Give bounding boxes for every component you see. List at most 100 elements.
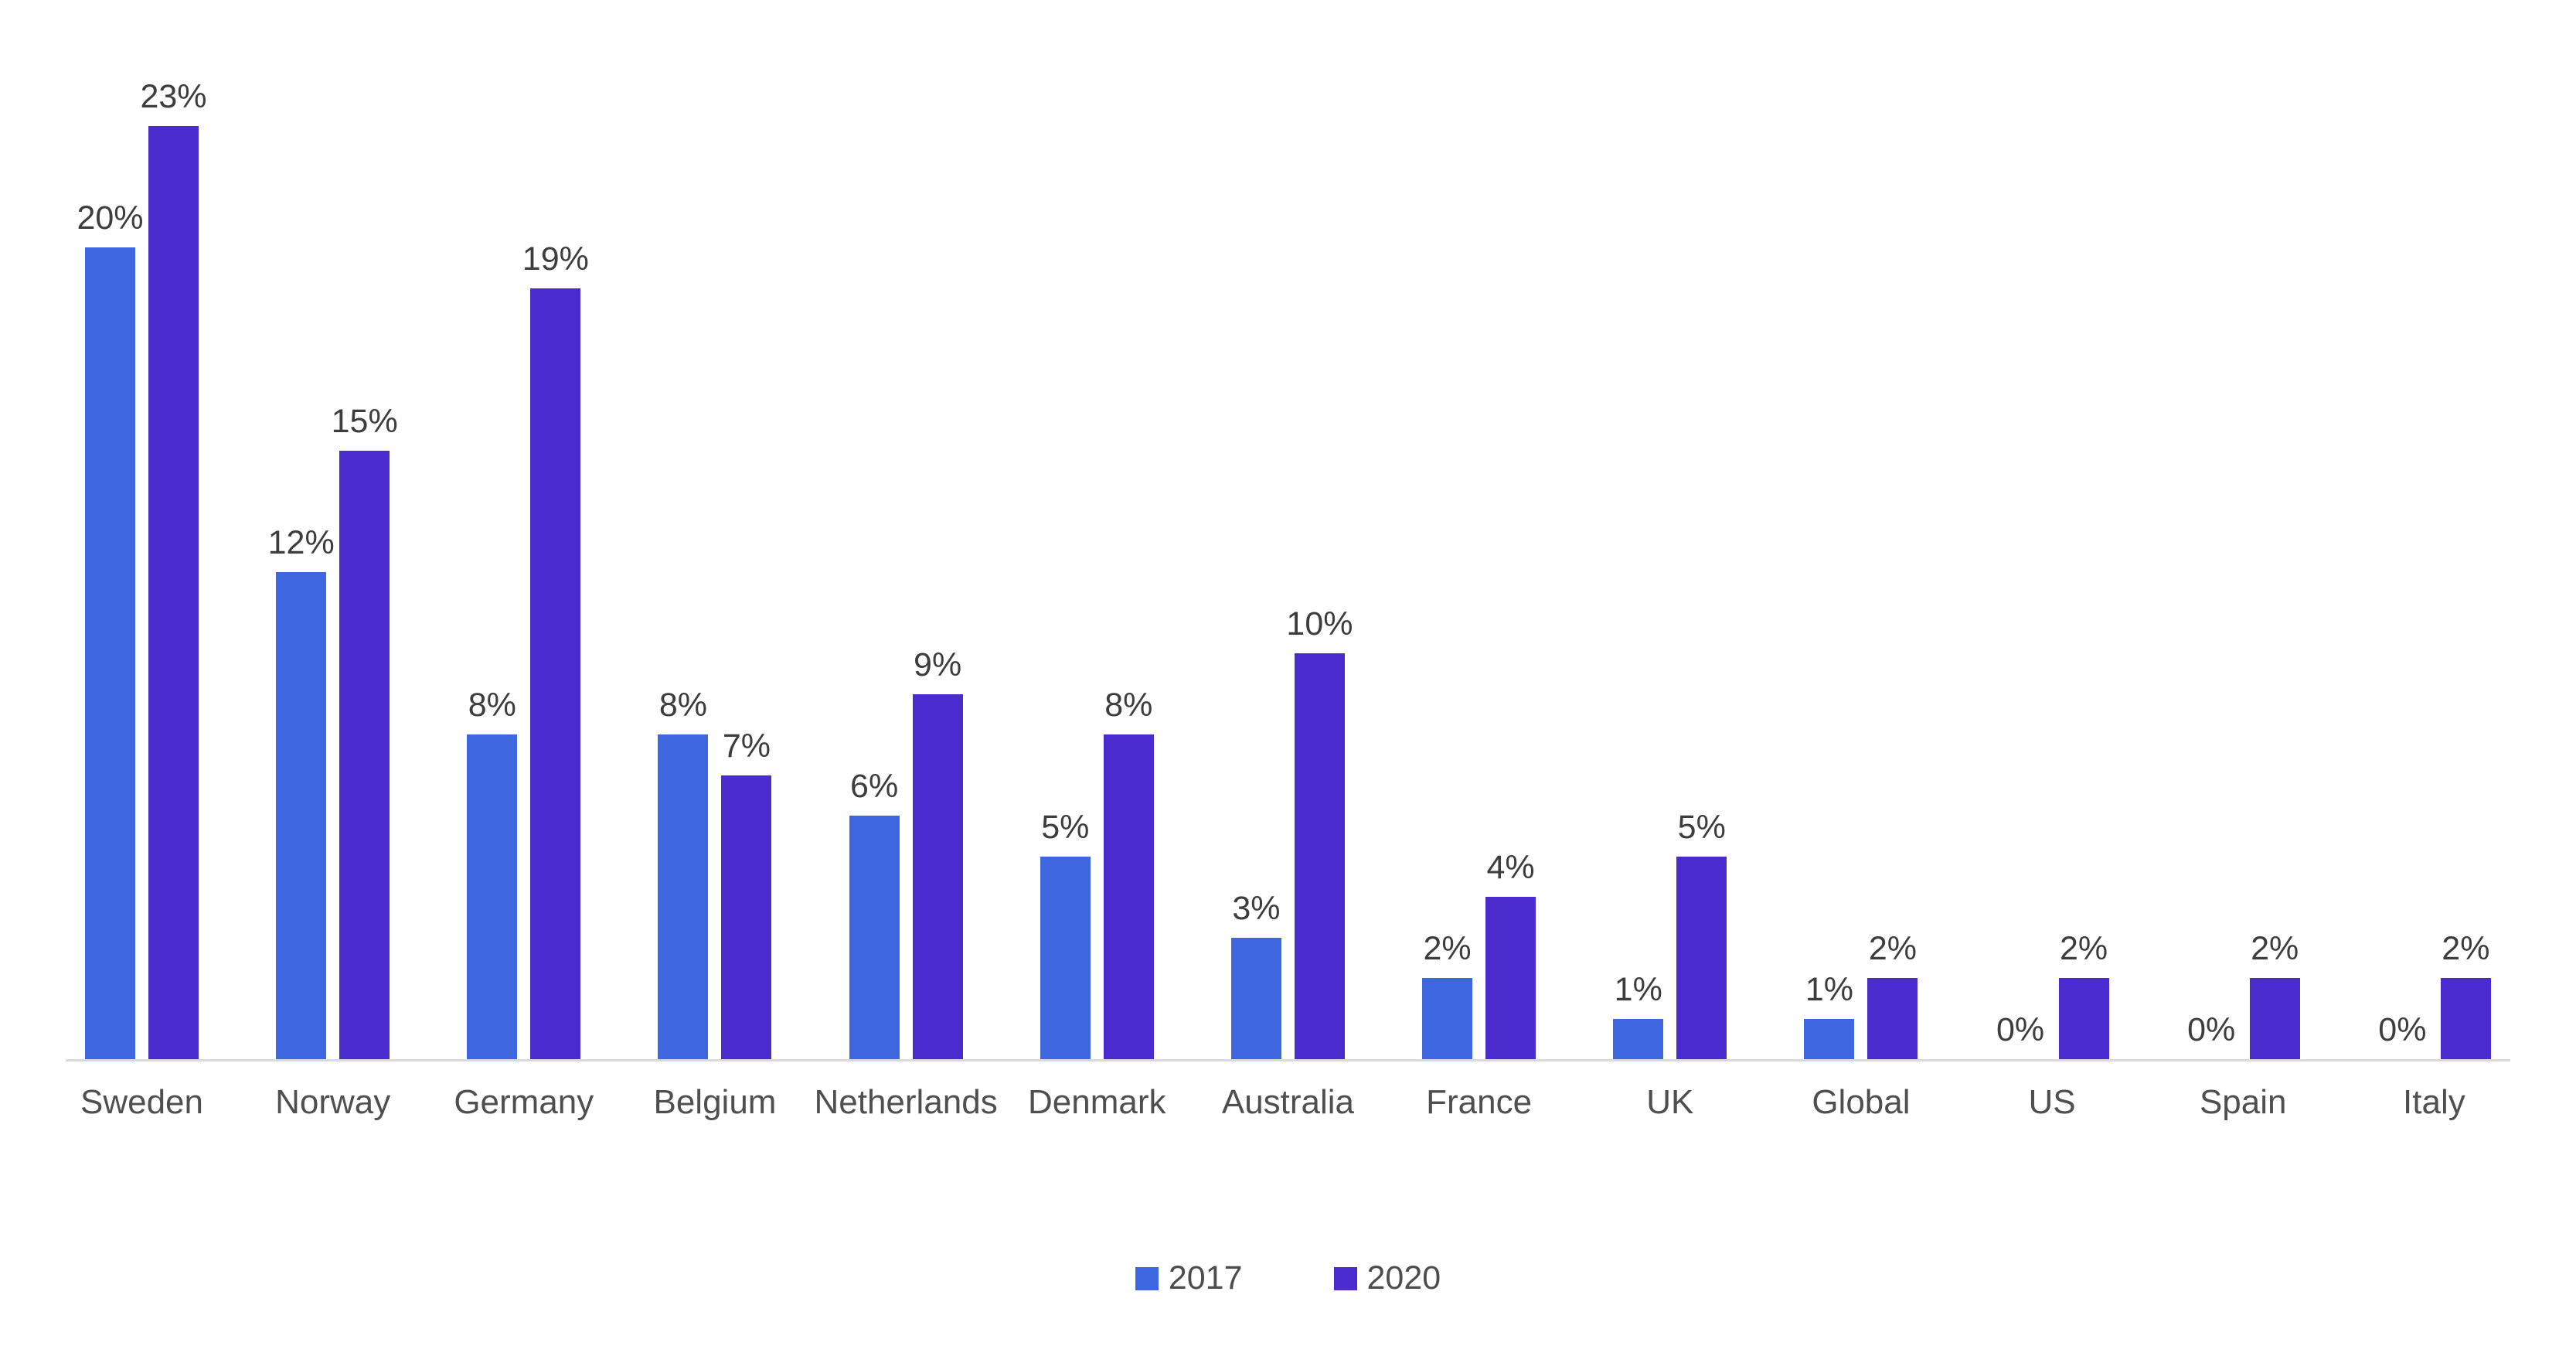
bar-2017 <box>1422 978 1473 1059</box>
legend-item-2017: 2017 <box>1135 1262 1243 1295</box>
bar-column-2017: 2% <box>1422 932 1473 1059</box>
value-label: 1% <box>1805 970 1853 1008</box>
bar-column-2020: 8% <box>1103 689 1154 1059</box>
category-label: Denmark <box>1028 1083 1166 1121</box>
bar-group: 0% 2% Italy <box>2377 932 2491 1121</box>
bar-2020 <box>1485 897 1536 1059</box>
bar-2020 <box>1676 856 1727 1059</box>
bar-column-2017: 8% <box>467 689 518 1059</box>
bar-column-2020: 15% <box>332 404 398 1059</box>
value-label: 7% <box>722 727 771 765</box>
bar-2020 <box>1294 653 1345 1059</box>
bar-column-2020: 2% <box>1867 932 1918 1059</box>
bar-2017 <box>467 734 518 1059</box>
bar-2020 <box>721 775 772 1059</box>
bar-group: 12% 15% Norway <box>268 404 398 1121</box>
value-label: 2% <box>1423 930 1472 967</box>
category-label: Sweden <box>80 1083 204 1121</box>
bar-2017 <box>85 247 135 1059</box>
legend: 2017 2020 <box>0 1262 2576 1295</box>
category-label: Global <box>1812 1083 1911 1121</box>
value-label: 6% <box>850 768 899 805</box>
bar-2017 <box>276 572 327 1059</box>
value-label: 8% <box>1104 687 1153 724</box>
bar-group: 3% 10% Australia <box>1222 608 1354 1122</box>
value-label: 0% <box>2378 1011 2427 1048</box>
bar-column-2017: 3% <box>1230 891 1281 1059</box>
value-label: 15% <box>331 402 398 440</box>
value-label: 23% <box>140 77 207 115</box>
bar-2017 <box>1040 856 1091 1059</box>
bar-column-2017: 5% <box>1040 810 1091 1059</box>
bar-group: 5% 8% Denmark <box>1028 689 1166 1122</box>
bar-group: 6% 9% Netherlands <box>814 648 997 1121</box>
bar-column-2017: 20% <box>77 202 144 1059</box>
category-label: Belgium <box>653 1083 777 1121</box>
value-label: 8% <box>658 687 708 724</box>
bar-column-2020: 10% <box>1286 608 1353 1059</box>
category-label: UK <box>1646 1083 1694 1121</box>
bar-group: 20% 23% Sweden <box>77 80 207 1121</box>
value-label: 0% <box>2187 1011 2236 1048</box>
category-label: Norway <box>275 1083 391 1121</box>
bar-group: 8% 19% Germany <box>454 242 594 1121</box>
legend-swatch-icon <box>1135 1266 1159 1290</box>
value-label: 2% <box>2059 930 2108 967</box>
bar-column-2020: 2% <box>2440 932 2491 1059</box>
bar-group: 1% 2% Global <box>1804 932 1918 1121</box>
bar-group: 8% 7% Belgium <box>653 689 776 1122</box>
bar-column-2017: 8% <box>658 689 709 1059</box>
bar-2020 <box>912 693 963 1059</box>
legend-item-2020: 2020 <box>1333 1262 1441 1295</box>
bar-column-2017: 1% <box>1613 973 1664 1059</box>
value-label: 0% <box>1996 1011 2045 1048</box>
bar-2020 <box>530 288 581 1059</box>
bar-column-2020: 2% <box>2249 932 2300 1059</box>
bar-column-2020: 19% <box>522 242 589 1059</box>
value-label: 19% <box>522 240 589 278</box>
value-label: 2% <box>2251 930 2299 967</box>
value-label: 1% <box>1614 970 1662 1008</box>
bar-column-2020: 23% <box>140 80 207 1059</box>
value-label: 4% <box>1486 849 1535 886</box>
bar-column-2020: 5% <box>1676 810 1727 1059</box>
bar-column-2017: 1% <box>1804 973 1855 1059</box>
bar-column-2020: 7% <box>721 729 772 1059</box>
value-label: 8% <box>468 687 516 724</box>
bar-group: 0% 2% Spain <box>2186 932 2300 1121</box>
category-label: Germany <box>454 1083 594 1121</box>
bar-2017 <box>849 816 900 1059</box>
value-label: 9% <box>914 646 962 683</box>
bar-2020 <box>339 450 390 1059</box>
category-label: France <box>1426 1083 1533 1121</box>
bar-column-2017: 6% <box>849 770 900 1059</box>
value-label: 2% <box>1868 930 1917 967</box>
bar-2020 <box>2440 978 2491 1059</box>
bar-2017 <box>1804 1018 1855 1059</box>
value-label: 12% <box>267 524 335 561</box>
bar-column-2020: 2% <box>2058 932 2109 1059</box>
bar-group: 0% 2% US <box>1996 932 2109 1121</box>
bar-group: 1% 5% UK <box>1613 810 1727 1121</box>
bar-2017 <box>658 734 709 1059</box>
bar-2020 <box>1867 978 1918 1059</box>
value-label: 5% <box>1677 808 1726 846</box>
value-label: 3% <box>1232 889 1281 927</box>
bar-2020 <box>148 125 199 1059</box>
plot-area: 20% 23% Sweden 12% 15% Norway 8% 19% Germany 8% 7%… <box>66 0 2510 1122</box>
bar-2020 <box>2249 978 2300 1059</box>
value-label: 20% <box>77 199 144 237</box>
value-label: 10% <box>1286 605 1353 642</box>
category-label: Italy <box>2403 1083 2465 1121</box>
bar-2020 <box>2058 978 2109 1059</box>
category-label: Australia <box>1221 1083 1355 1121</box>
category-label: US <box>2028 1083 2076 1121</box>
bar-column-2017: 12% <box>268 526 335 1059</box>
bar-column-2020: 9% <box>912 648 963 1059</box>
legend-label: 2017 <box>1168 1259 1243 1297</box>
bar-2017 <box>1230 937 1281 1059</box>
bar-group: 2% 4% France <box>1422 851 1536 1121</box>
category-label: Spain <box>2199 1083 2287 1121</box>
legend-swatch-icon <box>1333 1266 1357 1290</box>
